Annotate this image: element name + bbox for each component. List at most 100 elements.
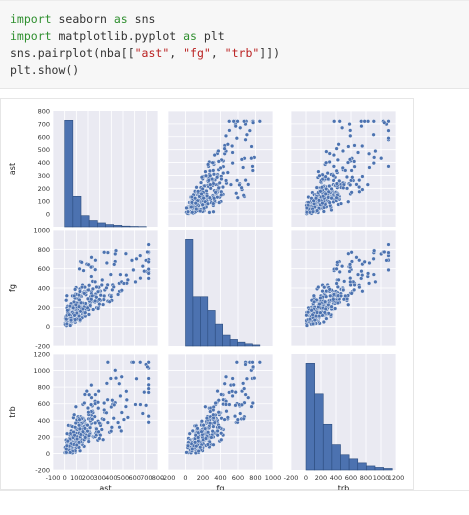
scatter-point	[234, 136, 239, 141]
histogram-bar	[314, 393, 324, 471]
scatter-point	[224, 409, 229, 414]
scatter-point	[201, 423, 206, 428]
scatter-point	[223, 402, 229, 407]
scatter-point	[341, 287, 346, 293]
scatter-point	[357, 178, 362, 183]
scatter-point	[250, 164, 255, 169]
scatter-point	[185, 443, 191, 448]
scatter-point	[119, 428, 124, 434]
scatter-point	[89, 297, 94, 302]
scatter-point	[133, 402, 138, 407]
scatter-point	[96, 389, 101, 394]
histogram-bar	[229, 339, 238, 347]
scatter-point	[71, 299, 77, 305]
code-line[interactable]: sns.pairplot(nba[["ast", "fg", "trb"]])	[10, 46, 280, 60]
scatter-point	[321, 319, 326, 325]
y-axis-label: fg	[8, 284, 17, 292]
scatter-point	[337, 178, 342, 184]
scatter-point	[93, 279, 98, 284]
x-tick-label: 400	[330, 474, 342, 482]
code-line[interactable]: import matplotlib.pyplot as plt	[10, 29, 225, 43]
scatter-point	[74, 436, 80, 442]
y-tick-label: 400	[38, 159, 50, 167]
scatter-point	[344, 174, 350, 180]
horizontal-scroll-track[interactable]	[0, 492, 469, 515]
scatter-point	[185, 209, 191, 214]
scatter-point	[338, 293, 344, 299]
scatter-point	[194, 206, 199, 212]
scatter-point	[91, 307, 96, 312]
scatter-point	[359, 124, 364, 129]
scatter-point	[342, 279, 347, 284]
y-tick-label: 0	[46, 211, 50, 219]
scatter-point	[212, 152, 217, 158]
scatter-point	[64, 293, 69, 298]
scatter-point	[217, 180, 222, 186]
scatter-point	[352, 164, 357, 169]
scatter-point	[189, 204, 194, 210]
scatter-point	[86, 312, 92, 317]
scatter-point	[360, 273, 365, 278]
scatter-point	[77, 426, 82, 431]
x-tick-label: 1000	[265, 474, 282, 482]
code-editor[interactable]: import seaborn as sns import matplotlib.…	[10, 11, 280, 79]
scatter-point	[112, 262, 117, 267]
scatter-point	[76, 423, 82, 428]
scatter-point	[318, 295, 323, 301]
y-tick-label: 200	[38, 185, 50, 193]
scatter-point	[104, 260, 109, 266]
x-tick-label: -100	[46, 474, 61, 482]
scatter-point	[215, 433, 220, 438]
scatter-point	[327, 151, 332, 156]
x-tick-label: 600	[232, 474, 244, 482]
scatter-point	[109, 404, 114, 410]
code-keyword: as	[113, 12, 128, 26]
scatter-point	[223, 133, 229, 138]
scatter-point	[68, 318, 74, 323]
x-tick-label: 800	[249, 474, 261, 482]
scatter-point	[208, 173, 213, 178]
scatter-point	[230, 143, 235, 149]
scatter-point	[117, 425, 122, 430]
scatter-point	[215, 175, 220, 180]
scatter-point	[340, 165, 345, 171]
code-cell[interactable]: import seaborn as sns import matplotlib.…	[0, 0, 469, 89]
scatter-point	[230, 150, 235, 155]
scatter-point	[111, 416, 116, 421]
scatter-point	[76, 313, 82, 319]
scatter-point	[336, 142, 341, 147]
scatter-point	[203, 404, 208, 409]
scatter-point	[97, 302, 102, 307]
scatter-point	[80, 306, 86, 312]
scatter-point	[85, 429, 90, 434]
scatter-point	[316, 284, 321, 290]
code-line[interactable]: import seaborn as sns	[10, 12, 155, 26]
scatter-point	[366, 281, 372, 286]
scatter-point	[101, 302, 106, 307]
code-line[interactable]: plt.show()	[10, 63, 79, 77]
scatter-point	[110, 287, 115, 292]
scatter-point	[142, 269, 147, 274]
scatter-point	[216, 148, 221, 154]
scatter-point	[243, 392, 248, 397]
code-token: matplotlib.pyplot	[51, 29, 184, 43]
scatter-point	[209, 435, 214, 440]
scatter-point	[244, 132, 250, 137]
scatter-point	[142, 390, 147, 395]
scatter-point	[145, 249, 150, 255]
scatter-point	[86, 410, 91, 415]
scatter-point	[96, 406, 101, 411]
scatter-point	[352, 143, 357, 148]
scatter-point	[360, 143, 365, 149]
scatter-point	[208, 182, 213, 187]
scatter-point	[82, 392, 87, 397]
code-token: sns	[127, 12, 156, 26]
scatter-point	[336, 277, 341, 282]
scatter-point	[313, 196, 319, 201]
scatter-point	[324, 149, 329, 154]
scatter-point	[371, 272, 376, 277]
scatter-point	[184, 205, 189, 211]
scatter-point	[352, 287, 357, 292]
scatter-point	[134, 376, 139, 381]
code-token: ]])	[259, 46, 281, 60]
